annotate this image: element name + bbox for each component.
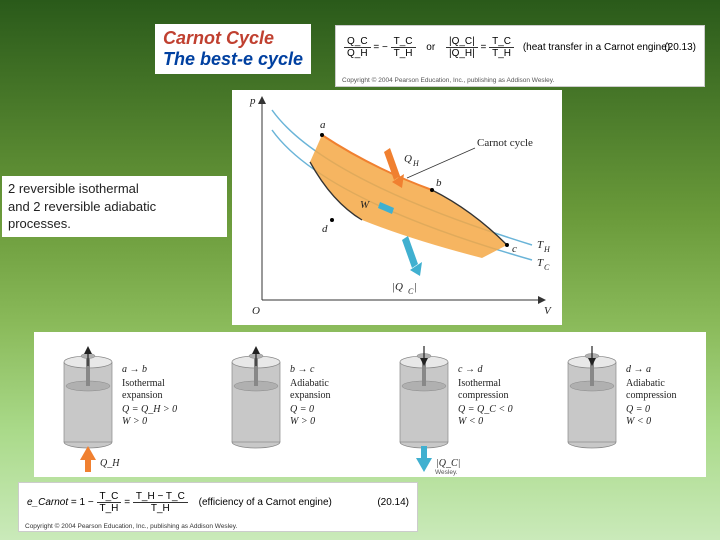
eq-top-mid-num: T_C bbox=[391, 36, 416, 48]
pv-xlabel: V bbox=[544, 305, 552, 317]
svg-text:Q = 0: Q = 0 bbox=[290, 404, 314, 415]
pv-pt-d: d bbox=[322, 223, 328, 235]
pv-pt-c: c bbox=[512, 243, 517, 255]
side-description: 2 reversible isothermal and 2 reversible… bbox=[2, 176, 227, 237]
svg-text:Isothermal: Isothermal bbox=[458, 378, 501, 389]
cylinder-row: Q_Ha → bIsothermalexpansionQ = Q_H > 0W … bbox=[34, 332, 706, 477]
title-block: Carnot Cycle The best-e cycle bbox=[155, 24, 311, 74]
eq-bot-f1n: T_C bbox=[97, 491, 122, 503]
eq-top-rhs2-num: T_C bbox=[489, 36, 514, 48]
svg-text:W > 0: W > 0 bbox=[290, 416, 315, 427]
equation-heat-ratio: Q_CQ_H = − T_CT_H or |Q_C||Q_H| = T_CT_H… bbox=[335, 25, 705, 87]
title-line2: The best-e cycle bbox=[163, 49, 303, 70]
svg-text:expansion: expansion bbox=[122, 390, 163, 401]
eq-top-num: (20.13) bbox=[664, 42, 696, 53]
eq-bot-desc: (efficiency of a Carnot engine) bbox=[199, 497, 332, 508]
eq-bot-eq2: = bbox=[124, 497, 130, 508]
equation-efficiency: e_Carnot = 1 − T_CT_H = T_H − T_CT_H (ef… bbox=[18, 482, 418, 532]
pv-diagram: p V O a b c d Carnot cycle T H T C Q H bbox=[232, 90, 562, 325]
svg-text:a → b: a → b bbox=[122, 364, 147, 375]
eq-top-copyright: Copyright © 2004 Pearson Education, Inc.… bbox=[342, 77, 554, 84]
eq-top-or: or bbox=[426, 42, 435, 53]
svg-text:Q_H: Q_H bbox=[100, 458, 120, 469]
pv-QC: |Q bbox=[392, 281, 403, 293]
title-line1: Carnot Cycle bbox=[163, 28, 303, 49]
pv-svg: p V O a b c d Carnot cycle T H T C Q H bbox=[232, 90, 562, 325]
eq-bot-f1d: T_H bbox=[97, 503, 122, 514]
svg-text:H: H bbox=[543, 245, 551, 254]
svg-text:Adiabatic: Adiabatic bbox=[626, 378, 665, 389]
eq-bot-f2d: T_H bbox=[133, 503, 188, 514]
eq-top-rhs-den: |Q_H| bbox=[446, 48, 478, 59]
eq-top-mid-den: T_H bbox=[391, 48, 416, 59]
side-l3: processes. bbox=[8, 215, 221, 233]
eq-bot-eq: = 1 − bbox=[71, 497, 94, 508]
credit-fragment: Wesley. bbox=[432, 468, 461, 477]
eq-top-lhs-num: Q_C bbox=[344, 36, 371, 48]
side-l1: 2 reversible isothermal bbox=[8, 180, 221, 198]
pv-TH: T bbox=[537, 239, 544, 251]
svg-text:Q = Q_C < 0: Q = Q_C < 0 bbox=[458, 404, 513, 415]
svg-text:Adiabatic: Adiabatic bbox=[290, 378, 329, 389]
eq-top-rhs2-den: T_H bbox=[489, 48, 514, 59]
side-l2: and 2 reversible adiabatic bbox=[8, 198, 221, 216]
pv-origin: O bbox=[252, 305, 260, 317]
svg-text:b → c: b → c bbox=[290, 364, 315, 375]
eq-bot-copyright: Copyright © 2004 Pearson Education, Inc.… bbox=[25, 523, 237, 530]
pv-ylabel: p bbox=[249, 95, 256, 107]
eq-top-rhs-num: |Q_C| bbox=[446, 36, 478, 48]
svg-text:expansion: expansion bbox=[290, 390, 331, 401]
svg-text:Q = 0: Q = 0 bbox=[626, 404, 650, 415]
svg-text:C: C bbox=[544, 263, 550, 272]
svg-text:W < 0: W < 0 bbox=[626, 416, 651, 427]
eq-top-eq2: = bbox=[481, 42, 490, 53]
eq-top-eq1: = − bbox=[373, 42, 390, 53]
svg-text:Isothermal: Isothermal bbox=[122, 378, 165, 389]
pv-pt-a: a bbox=[320, 119, 326, 131]
eq-bot-f2n: T_H − T_C bbox=[133, 491, 188, 503]
svg-text:d → a: d → a bbox=[626, 364, 651, 375]
svg-text:Q = Q_H > 0: Q = Q_H > 0 bbox=[122, 404, 177, 415]
pv-pt-b: b bbox=[436, 177, 442, 189]
svg-text:|: | bbox=[414, 281, 417, 293]
svg-text:compression: compression bbox=[626, 390, 677, 401]
svg-text:H: H bbox=[412, 159, 420, 168]
svg-text:c → d: c → d bbox=[458, 364, 483, 375]
eq-top-desc: (heat transfer in a Carnot engine) bbox=[523, 42, 670, 53]
pv-QH: Q bbox=[404, 153, 412, 165]
svg-text:W > 0: W > 0 bbox=[122, 416, 147, 427]
svg-text:compression: compression bbox=[458, 390, 509, 401]
eq-bot-lhs: e_Carnot bbox=[27, 497, 68, 508]
eq-top-lhs-den: Q_H bbox=[344, 48, 371, 59]
eq-bot-num: (20.14) bbox=[377, 497, 409, 508]
pv-TC: T bbox=[537, 257, 544, 269]
cyl-svg: Q_Ha → bIsothermalexpansionQ = Q_H > 0W … bbox=[34, 332, 706, 477]
svg-text:W < 0: W < 0 bbox=[458, 416, 483, 427]
pv-W: W bbox=[360, 199, 370, 211]
pv-carnot-label: Carnot cycle bbox=[477, 137, 533, 149]
